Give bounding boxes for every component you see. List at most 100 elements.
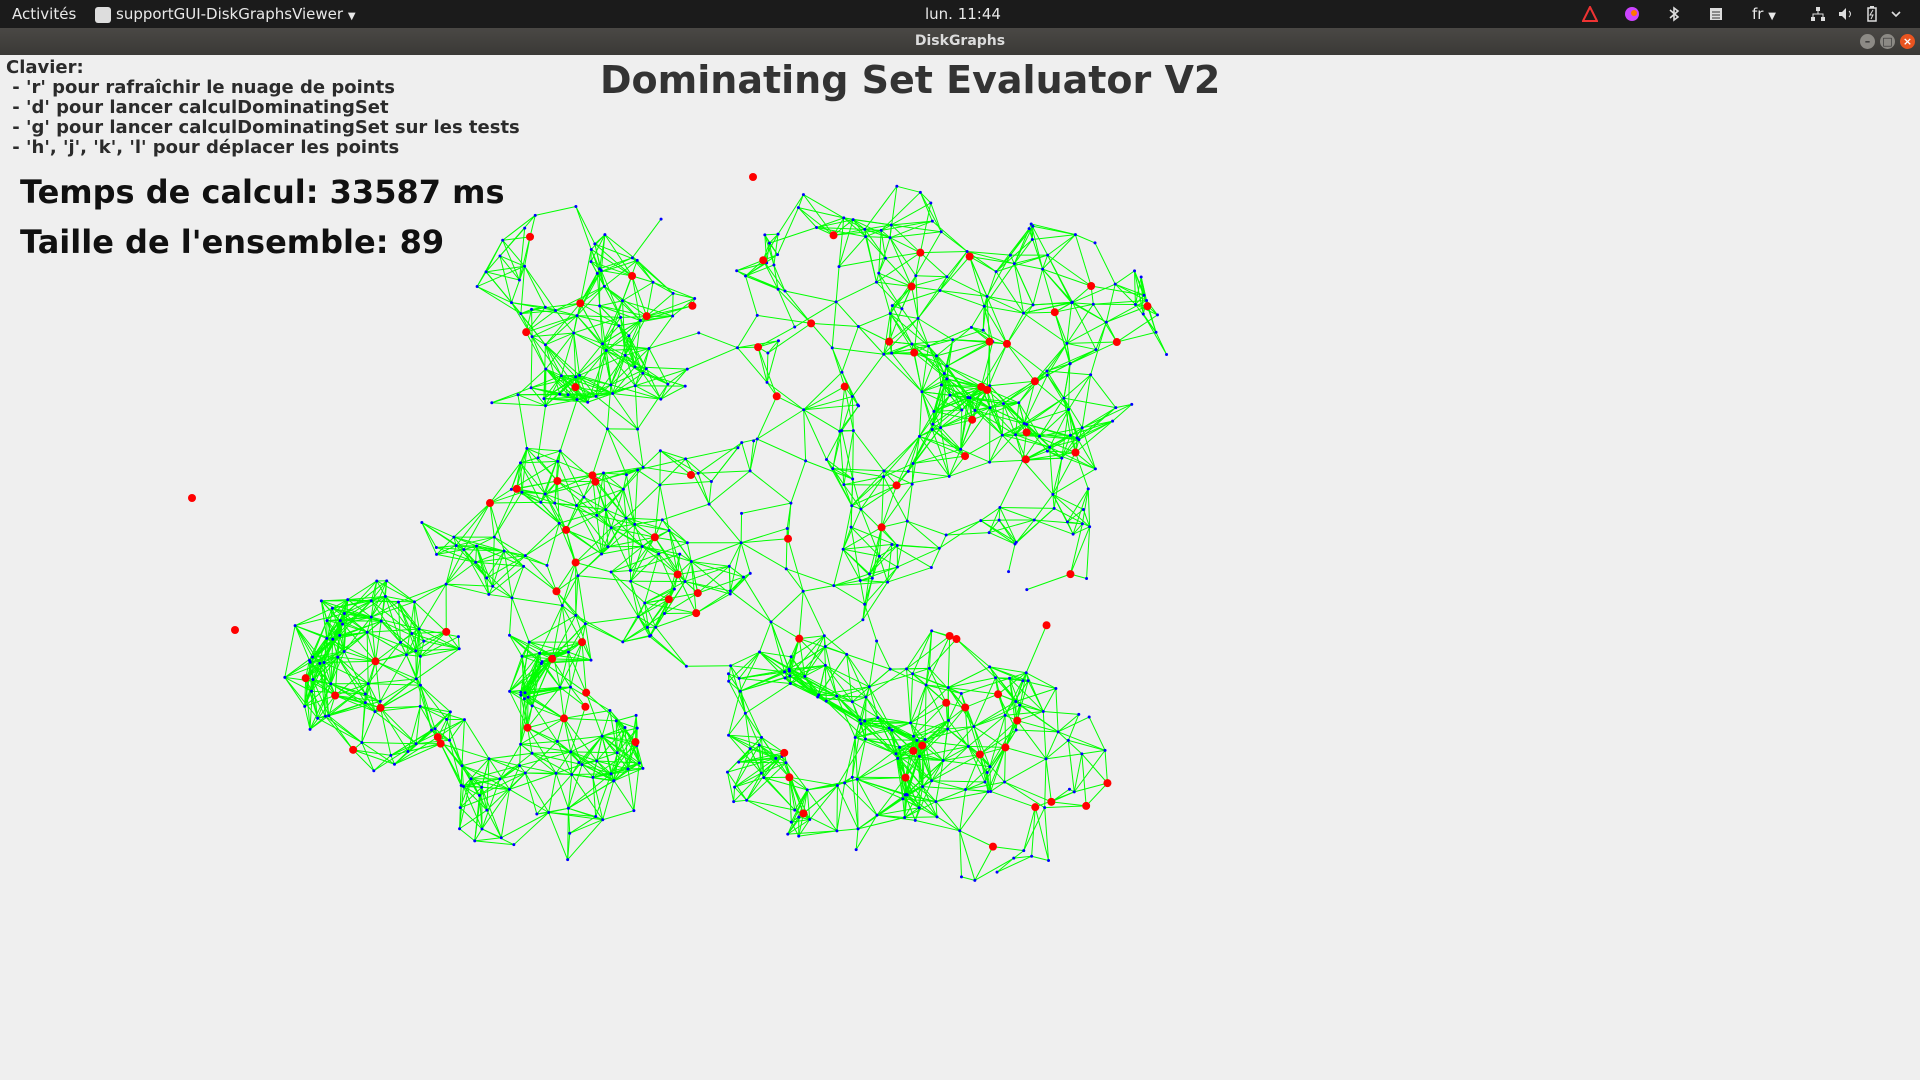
window-titlebar[interactable]: DiskGraphs – □ × [0,28,1920,56]
dominating-point [331,691,340,700]
dominating-point [578,638,587,647]
volume-icon[interactable] [1838,6,1854,22]
compute-time: Temps de calcul: 33587 ms [20,173,505,211]
dominating-point [1082,801,1091,810]
dominating-point [829,231,838,240]
dominating-point [301,674,310,683]
dominating-point [759,256,768,265]
dominating-point [588,471,597,480]
graph-points [188,173,1169,882]
app-menu[interactable]: supportGUI-DiskGraphsViewer ▼ [95,0,356,28]
app-menu-label: supportGUI-DiskGraphsViewer [116,5,344,23]
dominating-point [952,635,961,644]
dominating-point [1013,716,1022,725]
keyboard-layout-menu[interactable]: fr ▼ [1752,0,1776,28]
dominating-point [1050,308,1059,317]
graph-canvas[interactable]: Clavier: - 'r' pour rafraîchir le nuage … [0,55,1920,1080]
dominating-point [975,750,984,759]
dominating-point [1143,302,1152,311]
dominating-point [1031,803,1040,812]
dominating-point [749,173,757,181]
dominating-point [692,609,701,618]
battery-icon[interactable] [1864,6,1880,22]
dominating-point [877,523,886,532]
dominating-point [994,690,1003,699]
dominating-point [780,748,789,757]
dominating-point [988,842,997,851]
graph-edges [284,185,1167,881]
dominating-point [548,654,557,663]
dominating-point [673,570,682,579]
dominating-point [349,745,358,754]
dominating-point [442,627,451,636]
dominating-point [582,688,591,697]
dominating-point [688,301,697,310]
dominating-point [512,484,521,493]
dominating-point [785,773,794,782]
dominating-point [901,773,910,782]
dominating-point [784,534,793,543]
disk-graph [188,173,1169,882]
minimize-button[interactable]: – [1860,34,1875,49]
clock[interactable]: lun. 11:44 [925,5,1001,23]
help-line: - 'h', 'j', 'k', 'l' pour déplacer les p… [6,137,400,158]
dominating-point [795,634,804,643]
dominating-point [916,248,925,257]
dominating-point [907,282,916,291]
top-bar: Activités supportGUI-DiskGraphsViewer ▼ … [0,0,1920,28]
dominating-point [885,337,894,346]
dominating-point [1103,779,1112,788]
dominating-point [433,733,442,742]
maximize-button[interactable]: □ [1880,34,1895,49]
dominating-point [562,525,571,534]
dominating-point [1042,621,1051,630]
keyboard-help: Clavier: - 'r' pour rafraîchir le nuage … [6,58,520,158]
notes-icon[interactable] [1708,6,1724,22]
app-title: Dominating Set Evaluator V2 [600,58,1221,102]
app-icon [95,6,111,23]
window-title: DiskGraphs [914,33,1006,49]
activities-button[interactable]: Activités [12,5,77,23]
dominating-point [918,741,927,750]
dominating-point [840,382,849,391]
dominating-point [1001,743,1010,752]
dominating-point [188,494,196,502]
chevron-down-icon: ▼ [1768,11,1776,22]
dominating-point [985,337,994,346]
chevron-down-icon: ▼ [347,11,356,22]
help-line: - 'd' pour lancer calculDominatingSet [6,97,389,118]
dominating-point [553,476,562,485]
dominating-point [571,558,580,567]
dominating-point [1112,338,1121,347]
dominating-point [576,299,585,308]
help-header: Clavier: [6,57,84,78]
dominating-point [686,470,695,479]
dominating-point [436,739,445,748]
close-button[interactable]: × [1900,34,1915,49]
dominating-point [910,348,919,357]
dominating-point [983,385,992,394]
dominating-point [526,232,535,241]
dominating-point [1087,282,1096,291]
dominating-point [485,499,494,508]
set-size: Taille de l'ensemble: 89 [20,223,445,261]
dominating-point [1066,570,1075,579]
warning-icon[interactable] [1582,6,1598,22]
network-icon[interactable] [1810,6,1826,22]
app-color-icon[interactable] [1624,6,1640,22]
power-menu-icon[interactable] [1888,6,1904,22]
dominating-point [968,415,977,424]
dominating-point [523,723,532,732]
dominating-point [942,698,951,707]
dominating-point [628,271,637,280]
dominating-point [909,746,918,755]
dominating-point [231,626,239,634]
dominating-point [693,589,702,598]
dominating-point [664,595,673,604]
bluetooth-icon[interactable] [1666,6,1682,22]
dominating-point [1071,448,1080,457]
dominating-point [1021,455,1030,464]
dominating-point [522,328,531,337]
dominating-point [552,587,561,596]
dominating-point [650,533,659,542]
